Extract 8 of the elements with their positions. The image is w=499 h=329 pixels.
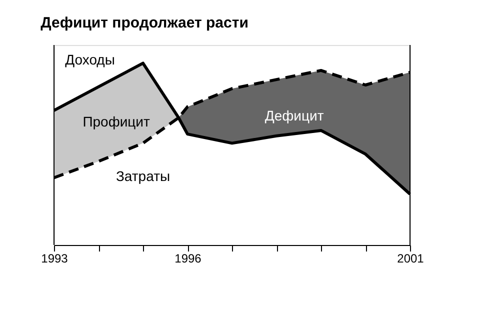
series-label: Дефицит bbox=[264, 107, 324, 124]
x-tick-label: 2001 bbox=[397, 252, 424, 266]
x-tick-label: 1996 bbox=[174, 252, 202, 266]
series-label: Затраты bbox=[116, 168, 170, 184]
series-label: Профицит bbox=[82, 113, 150, 130]
x-tick-label: 1993 bbox=[41, 252, 68, 266]
series-label: Доходы bbox=[65, 51, 115, 68]
chart-title: Дефицит продолжает расти bbox=[40, 14, 248, 32]
